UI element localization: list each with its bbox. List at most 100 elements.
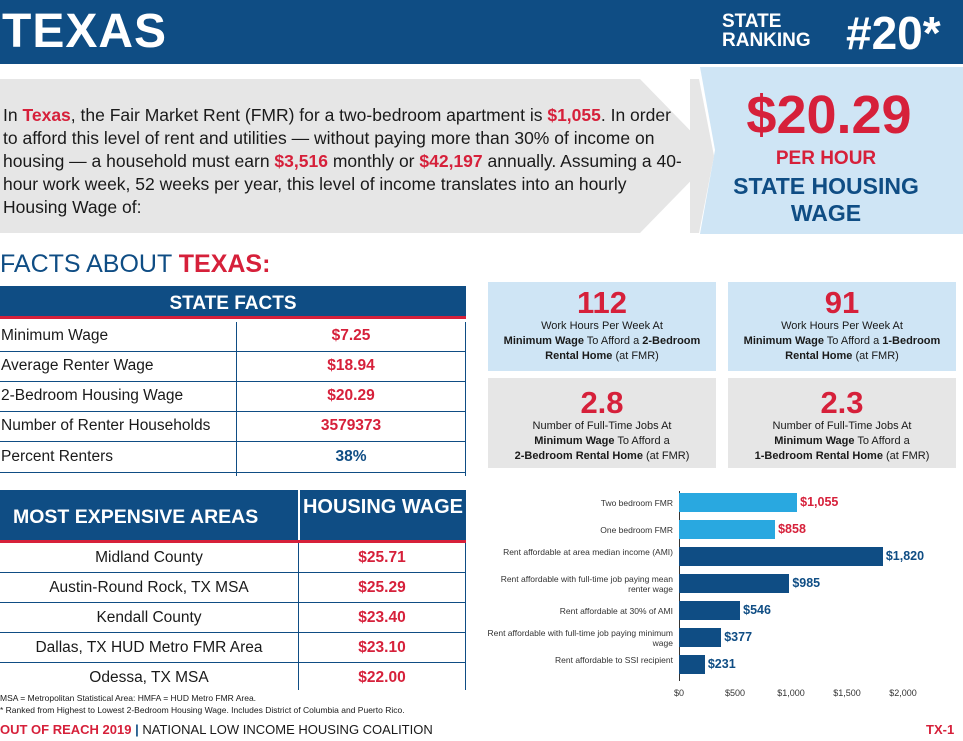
table-row: Odessa, TX MSA $22.00 <box>0 663 466 693</box>
chart-value-label: $1,055 <box>800 495 839 509</box>
stat-mid: To Afford a <box>614 435 670 447</box>
chart-bar <box>679 574 790 593</box>
intro-state: Texas <box>22 105 71 125</box>
chart-bar <box>679 601 741 620</box>
stat-bold2: 2-Bedroom Rental Home <box>545 335 701 362</box>
facts-right-border <box>465 322 466 476</box>
areas-header-underline <box>0 540 466 543</box>
intro-monthly: $3,516 <box>274 151 328 171</box>
chart-bar <box>679 547 883 566</box>
intro-text-1: In <box>3 105 23 125</box>
rent-affordability-chart: Two bedroom FMR $1,055 One bedroom FMR $858… <box>480 488 950 706</box>
area-value: $23.40 <box>358 609 406 626</box>
ranking-label-line2: RANKING <box>722 30 811 51</box>
stat-box-jobs-1br: 2.3 Number of Full-Time Jobs At Minimum … <box>728 378 956 468</box>
stat-box-jobs-2br: 2.8 Number of Full-Time Jobs At Minimum … <box>488 378 716 468</box>
header-bar <box>0 0 963 64</box>
stat-bold1: Minimum Wage <box>743 335 824 347</box>
intro-annual: $42,197 <box>419 151 483 171</box>
stat-line1: Number of Full-Time Jobs At <box>532 420 672 432</box>
stat-bold2: 2-Bedroom Rental Home <box>514 450 643 462</box>
stat-bold2: 1-Bedroom Rental Home <box>754 450 883 462</box>
housing-wage-title: STATE HOUSING WAGE <box>733 173 919 226</box>
fact-label: Average Renter Wage <box>1 357 154 374</box>
chart-value-label: $1,820 <box>885 549 925 563</box>
stat-tail: (at FMR) <box>642 450 690 462</box>
area-label: Midland County <box>95 549 203 566</box>
area-value: $25.71 <box>358 549 406 566</box>
footnote: MSA = Metropolitan Statistical Area: HMF… <box>0 692 405 716</box>
table-row: Kendall County $23.40 <box>0 603 466 633</box>
chart-tick-label: $1,500 <box>833 688 861 698</box>
chart-tick-label: $1,000 <box>777 688 805 698</box>
chart-tick-label: $500 <box>724 688 746 698</box>
stat-number: 2.3 <box>820 385 864 420</box>
state-facts-table: STATE FACTS Minimum Wage $7.25 Average R… <box>0 286 466 476</box>
page-number: TX-1 <box>926 722 955 737</box>
most-expensive-areas-table: MOST EXPENSIVE AREAS HOUSING WAGE Midlan… <box>0 490 466 690</box>
area-value: $22.00 <box>358 669 406 686</box>
housing-wage-unit: PER HOUR <box>775 148 877 169</box>
stat-bold1: Minimum Wage <box>774 435 855 447</box>
fact-label: 2-Bedroom Housing Wage <box>1 387 184 404</box>
chart-value-label: $985 <box>792 576 821 590</box>
area-label: Dallas, TX HUD Metro FMR Area <box>35 639 263 656</box>
stat-line2: Minimum Wage To Afford a 2-Bedroom Renta… <box>488 334 716 364</box>
areas-header-wage: HOUSING WAGE <box>298 490 466 540</box>
stat-line1: Work Hours Per Week At <box>781 320 903 332</box>
housing-wage-value: $20.29 <box>746 85 912 145</box>
chart-category-label: Rent affordable to SSI recipient <box>555 655 673 665</box>
chart-bar <box>679 628 722 647</box>
ranking-label-line1: STATE <box>722 11 782 32</box>
stat-mid: To Afford a <box>823 335 883 347</box>
chart-value-label: $546 <box>743 603 771 617</box>
chart-value-label: $377 <box>724 630 753 644</box>
fact-value: 3579373 <box>320 417 382 434</box>
fact-label: Minimum Wage <box>1 327 109 344</box>
stat-tail: (at FMR) <box>852 350 899 362</box>
table-row: Austin-Round Rock, TX MSA $25.29 <box>0 573 466 603</box>
table-row: 2-Bedroom Housing Wage $20.29 <box>0 382 466 412</box>
chart-bar <box>679 493 798 512</box>
chart-tick-label: $0 <box>673 688 684 698</box>
stat-bold1: Minimum Wage <box>534 435 615 447</box>
table-row: Midland County $25.71 <box>0 543 466 573</box>
footer-separator: | <box>135 722 139 737</box>
area-label: Kendall County <box>96 609 202 626</box>
facts-heading-state: TEXAS: <box>178 250 271 278</box>
intro-text-4: monthly or <box>327 151 420 171</box>
areas-header-title: MOST EXPENSIVE AREAS <box>0 490 298 540</box>
stat-line2: Minimum Wage To Afford a 1-Bedroom Renta… <box>728 434 956 464</box>
chart-value-label: $858 <box>778 522 806 536</box>
area-label: Austin-Round Rock, TX MSA <box>49 579 249 596</box>
footnote-line1: MSA = Metropolitan Statistical Area: HMF… <box>0 693 257 703</box>
stat-mid: To Afford a <box>583 335 643 347</box>
fact-label: Number of Renter Households <box>1 417 211 434</box>
facts-heading-prefix: FACTS ABOUT <box>0 250 179 278</box>
chart-bar <box>679 520 776 539</box>
stat-tail: (at FMR) <box>612 350 659 362</box>
facts-column-divider <box>236 322 237 476</box>
stat-number: 112 <box>576 285 627 320</box>
chart-category-label: Rent affordable with full-time job payin… <box>487 628 673 648</box>
footer-report: OUT OF REACH 2019 <box>0 722 132 737</box>
table-row: Minimum Wage $7.25 <box>0 322 466 352</box>
stat-mid: To Afford a <box>854 435 910 447</box>
intro-text-3: . In order to afford this level of rent … <box>3 105 671 171</box>
housing-wage-box <box>700 67 963 234</box>
table-row: Percent Renters 38% <box>0 443 466 473</box>
table-row: Dallas, TX HUD Metro FMR Area $23.10 <box>0 633 466 663</box>
arrow-notch <box>690 67 715 234</box>
stat-line1: Work Hours Per Week At <box>541 320 663 332</box>
fact-label: Percent Renters <box>1 448 113 465</box>
stat-bold2: 1-Bedroom Rental Home <box>785 335 941 362</box>
chart-tick-label: $2,000 <box>889 688 917 698</box>
area-label: Odessa, TX MSA <box>89 669 209 686</box>
state-ranking-value: #20* <box>846 7 941 59</box>
chart-category-label: Rent affordable at 30% of AMI <box>559 606 673 616</box>
table-row: Number of Renter Households 3579373 <box>0 412 466 442</box>
fact-value: $20.29 <box>327 387 375 404</box>
stat-box-hours-1br: 91 Work Hours Per Week At Minimum Wage T… <box>728 282 956 371</box>
chart-category-label: Rent affordable with full-time job payin… <box>500 574 673 594</box>
state-ranking-label: STATE RANKING <box>722 12 811 50</box>
